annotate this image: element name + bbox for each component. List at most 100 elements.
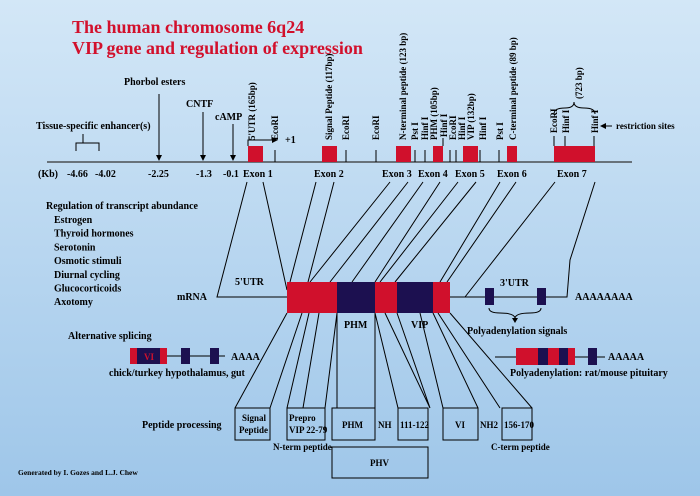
site-label: EcoRI [549,108,559,133]
cterm-peptide-label: C-term peptide [491,442,550,452]
site-label: Hinf I [590,109,600,133]
tick-label: -2.25 [148,169,169,180]
site-label: Hinf I [420,116,430,140]
phm-label: PHM [344,320,368,331]
exon-7-label: Exon 7 [557,169,587,180]
phv-peptide: PHV [370,458,389,468]
site-label: EcoRI [341,115,351,140]
regulation-item: Thyroid hormones [54,229,134,240]
regulation-item: Diurnal cycling [54,270,120,281]
nterm-peptide-label: N-term peptide [273,442,332,452]
polya-arrowhead [512,318,518,323]
exon-4-label: Exon 4 [418,169,448,180]
camp-label: cAMP [215,112,242,123]
phorbol-label: Phorbol esters [124,77,185,88]
processing-lines [234,312,533,409]
regulation-list: Estrogen Thyroid hormones Serotonin Osmotic… [54,215,134,308]
regulation-item: Serotonin [54,242,96,253]
tick-label: -0.1 [223,169,239,180]
enhancer-bracket [75,134,100,151]
restriction-site-group: 5'UTR (165bp) EcoRI Signal Peptide (117bp)… [247,33,600,162]
alt-polya: AAAA [231,352,261,363]
alt-splicing-construct [130,348,225,364]
site-label: 5'UTR (165bp) [247,82,257,140]
mrna-label: mRNA [177,292,208,303]
tick-label: -4.66 [67,169,88,180]
footer-credit: Generated by I. Gozes and L.J. Chew [18,468,138,477]
transcription-start-arrowhead [272,137,278,143]
exon-3-box [396,146,411,162]
exon-1-label: Exon 1 [243,169,273,180]
exon-2-label: Exon 2 [314,169,344,180]
restriction-sites-label: restriction sites [616,121,675,131]
site-label: PHM (105bp) [429,87,439,140]
exon-group: Exon 1 Exon 2 Exon 3 Exon 4 Exon 5 Exon 6 Exon… [243,146,595,180]
alt-splicing-caption: chick/turkey hypothalamus, gut [109,368,246,379]
exon-6-label: Exon 6 [497,169,527,180]
site-label: C-terminal peptide (89 bp) [508,37,518,140]
exon-6-box [507,146,517,162]
tick-label: -4.02 [95,169,116,180]
signal-peptide-line1: Signal [242,413,267,423]
alt-splicing-heading: Alternative splicing [68,331,152,342]
peptide-processing-heading: Peptide processing [142,420,222,431]
mrna-polya: AAAAAAAA [575,292,634,303]
enhancer-label: Tissue-specific enhancer(s) [36,121,151,132]
signal-peptide-line2: Peptide [239,425,268,435]
plus-one-label: +1 [285,135,296,146]
regulation-heading: Regulation of transcript abundance [46,201,199,212]
cntf-label: CNTF [186,99,213,110]
site-label: EcoRI [448,115,458,140]
site-label: Signal Peptide (117bp) [324,53,334,140]
regulation-item: Estrogen [54,215,93,226]
polya-signal-box [537,288,546,305]
axis-unit: (Kb) [38,169,58,180]
regulation-item: Osmotic stimuli [54,256,122,267]
utr5-label: 5'UTR [235,277,265,288]
arrowheads [156,155,236,161]
exon-1-box [248,146,263,162]
exon-3-label: Exon 3 [382,169,412,180]
site-label: EcoRI [270,115,280,140]
site-label: Pst I [495,122,505,140]
site-label: Pst I [410,122,420,140]
polya-signals-label: Polyadenylation signals [467,326,567,337]
regulation-item: Axotomy [54,297,93,308]
prepro-line2: VIP 22-79 [289,425,328,435]
nh-label: NH [378,420,392,430]
exon7-brace [553,101,596,115]
exon-4-box [433,146,443,162]
prepro-line1: Prepro [289,413,316,423]
site-label: Hinf I [439,113,449,137]
peptide-111-122: 111-122 [400,420,430,430]
site-label: N-terminal peptide (123 bp) [398,33,408,140]
rat-mouse-construct [495,348,605,365]
vip-label: VIP [411,320,428,331]
title-line-2: VIP gene and regulation of expression [72,38,363,58]
site-label: VIP (132bp) [466,93,476,140]
tick-label: -1.3 [196,169,212,180]
exon-2-box [322,146,337,162]
phm-peptide: PHM [342,420,363,430]
polya-signal-box [485,288,494,305]
transcription-start-arrow [247,139,272,146]
mrna-bar [287,282,450,313]
exon-5-box [463,146,478,162]
regulation-item: Glucocorticoids [54,284,121,295]
site-label: EcoRI [371,115,381,140]
alt-vi-label: VI [144,352,154,362]
utr3-label: 3'UTR [500,278,530,289]
title-line-1: The human chromosome 6q24 [72,17,304,37]
site-label: Hinf I [478,116,488,140]
exon-5-label: Exon 5 [455,169,485,180]
exon7-size-label: (723 bp) [574,67,584,99]
peptide-156-170: 156-170 [504,420,534,430]
peptide-boxes [234,407,533,479]
site-label: Hinf I [561,109,571,133]
site-label: Hinf I [457,116,467,140]
restriction-arrowhead [600,123,606,129]
exon-7-box [554,146,595,162]
nh2-label: NH2 [480,420,499,430]
